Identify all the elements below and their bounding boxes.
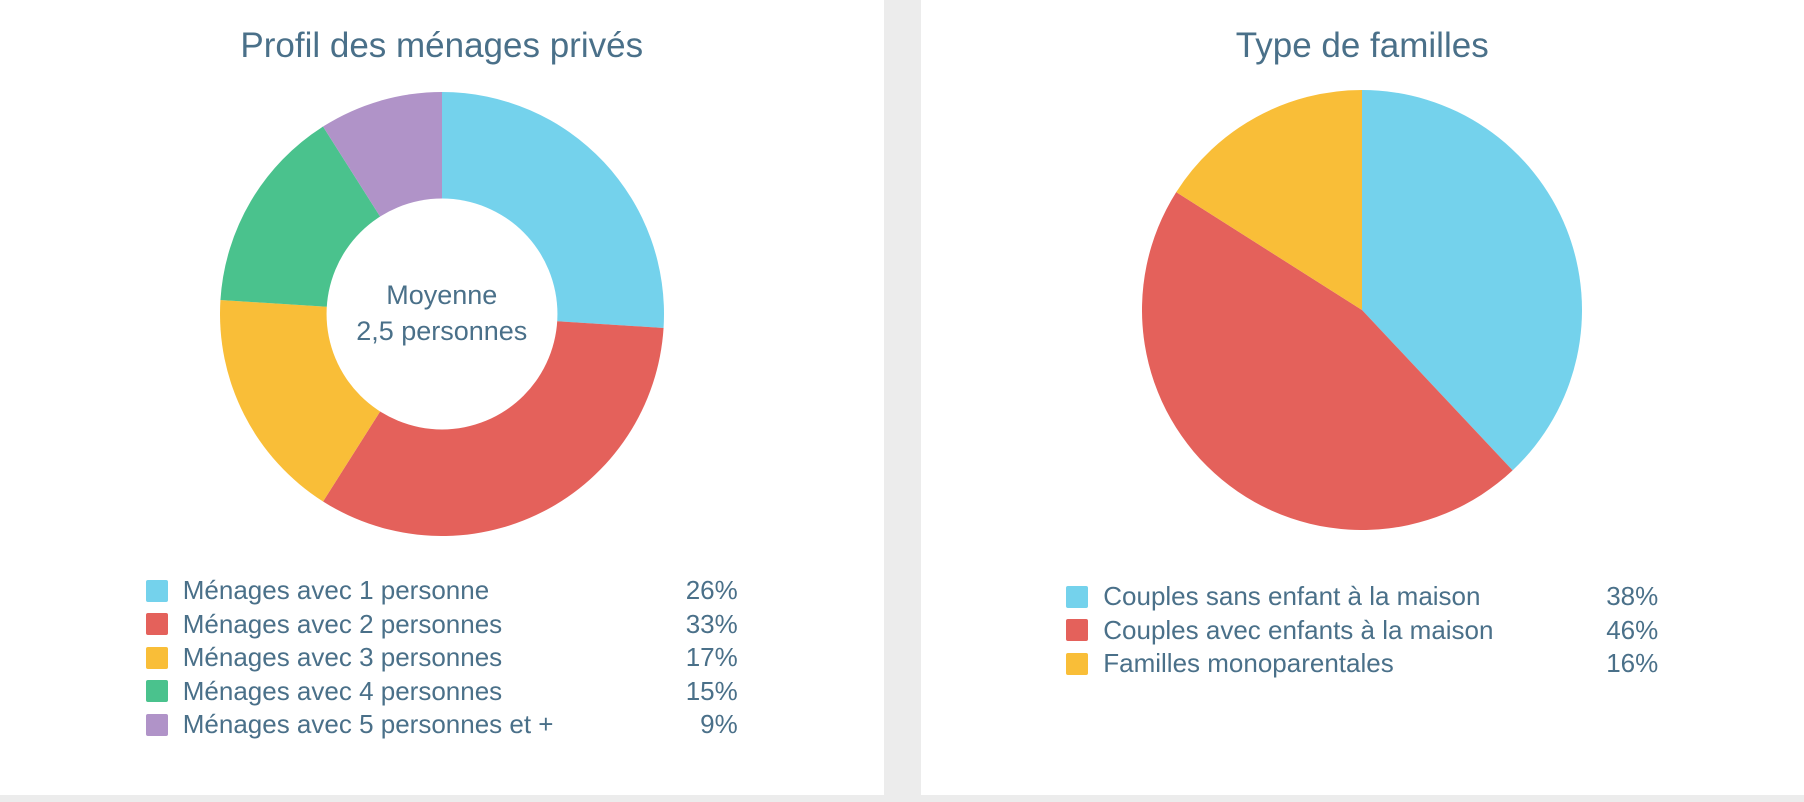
legend-value: 26%: [685, 575, 738, 606]
legend-swatch: [1066, 585, 1089, 608]
legend-value: 46%: [1606, 614, 1659, 645]
pie-slice-2: [1176, 90, 1363, 310]
legend-label: Familles monoparentales: [1103, 648, 1394, 679]
legend-label: Couples sans enfant à la maison: [1103, 581, 1481, 612]
families-legend: Couples sans enfant à la maison 38% Couple…: [1066, 580, 1658, 681]
legend-swatch: [1066, 619, 1089, 642]
legend-item: Ménages avec 3 personnes 17%: [145, 641, 738, 675]
bottom-strip: [0, 795, 1804, 802]
legend-swatch: [1066, 652, 1089, 675]
panel-divider: [883, 0, 921, 795]
legend-label: Ménages avec 1 personne: [182, 575, 490, 606]
legend-swatch: [145, 579, 168, 602]
legend-label: Ménages avec 5 personnes et +: [182, 709, 554, 740]
households-donut-wrap: Moyenne 2,5 personnes: [219, 92, 664, 536]
households-donut-chart: [219, 92, 664, 536]
legend-value: 9%: [700, 709, 738, 740]
legend-item: Ménages avec 1 personne 26%: [145, 574, 738, 608]
legend-swatch: [145, 646, 168, 669]
legend-label: Ménages avec 2 personnes: [182, 608, 503, 639]
legend-swatch: [145, 680, 168, 703]
legend-swatch: [145, 613, 168, 636]
legend-value: 38%: [1606, 581, 1659, 612]
legend-item: Couples sans enfant à la maison 38%: [1066, 580, 1658, 614]
legend-item: Couples avec enfants à la maison 46%: [1066, 614, 1658, 648]
legend-item: Ménages avec 2 personnes 33%: [145, 608, 738, 642]
donut-hole: [326, 198, 558, 430]
families-pie-wrap: [1142, 90, 1583, 530]
legend-item: Familles monoparentales 16%: [1066, 647, 1658, 681]
households-legend: Ménages avec 1 personne 26% Ménages avec 2…: [145, 574, 738, 742]
households-chart-title: Profil des ménages privés: [240, 26, 644, 65]
legend-item: Ménages avec 4 personnes 15%: [145, 675, 738, 709]
legend-value: 15%: [685, 675, 738, 706]
legend-label: Ménages avec 3 personnes: [182, 642, 503, 673]
legend-value: 16%: [1606, 648, 1659, 679]
legend-swatch: [145, 713, 168, 736]
panel-family-types: Type de familles Couples sans enfant à l…: [920, 0, 1804, 795]
legend-value: 33%: [685, 608, 738, 639]
families-pie-chart: [1142, 90, 1583, 530]
pie-slice-1: [1142, 192, 1513, 530]
legend-item: Ménages avec 5 personnes et + 9%: [145, 708, 738, 742]
families-chart-title: Type de familles: [1235, 26, 1489, 65]
legend-label: Couples avec enfants à la maison: [1103, 614, 1494, 645]
legend-label: Ménages avec 4 personnes: [182, 675, 503, 706]
pie-slice-0: [1362, 90, 1583, 471]
panel-household-profile: Profil des ménages privés Moyenne 2,5 pe…: [0, 0, 884, 795]
legend-value: 17%: [685, 642, 738, 673]
